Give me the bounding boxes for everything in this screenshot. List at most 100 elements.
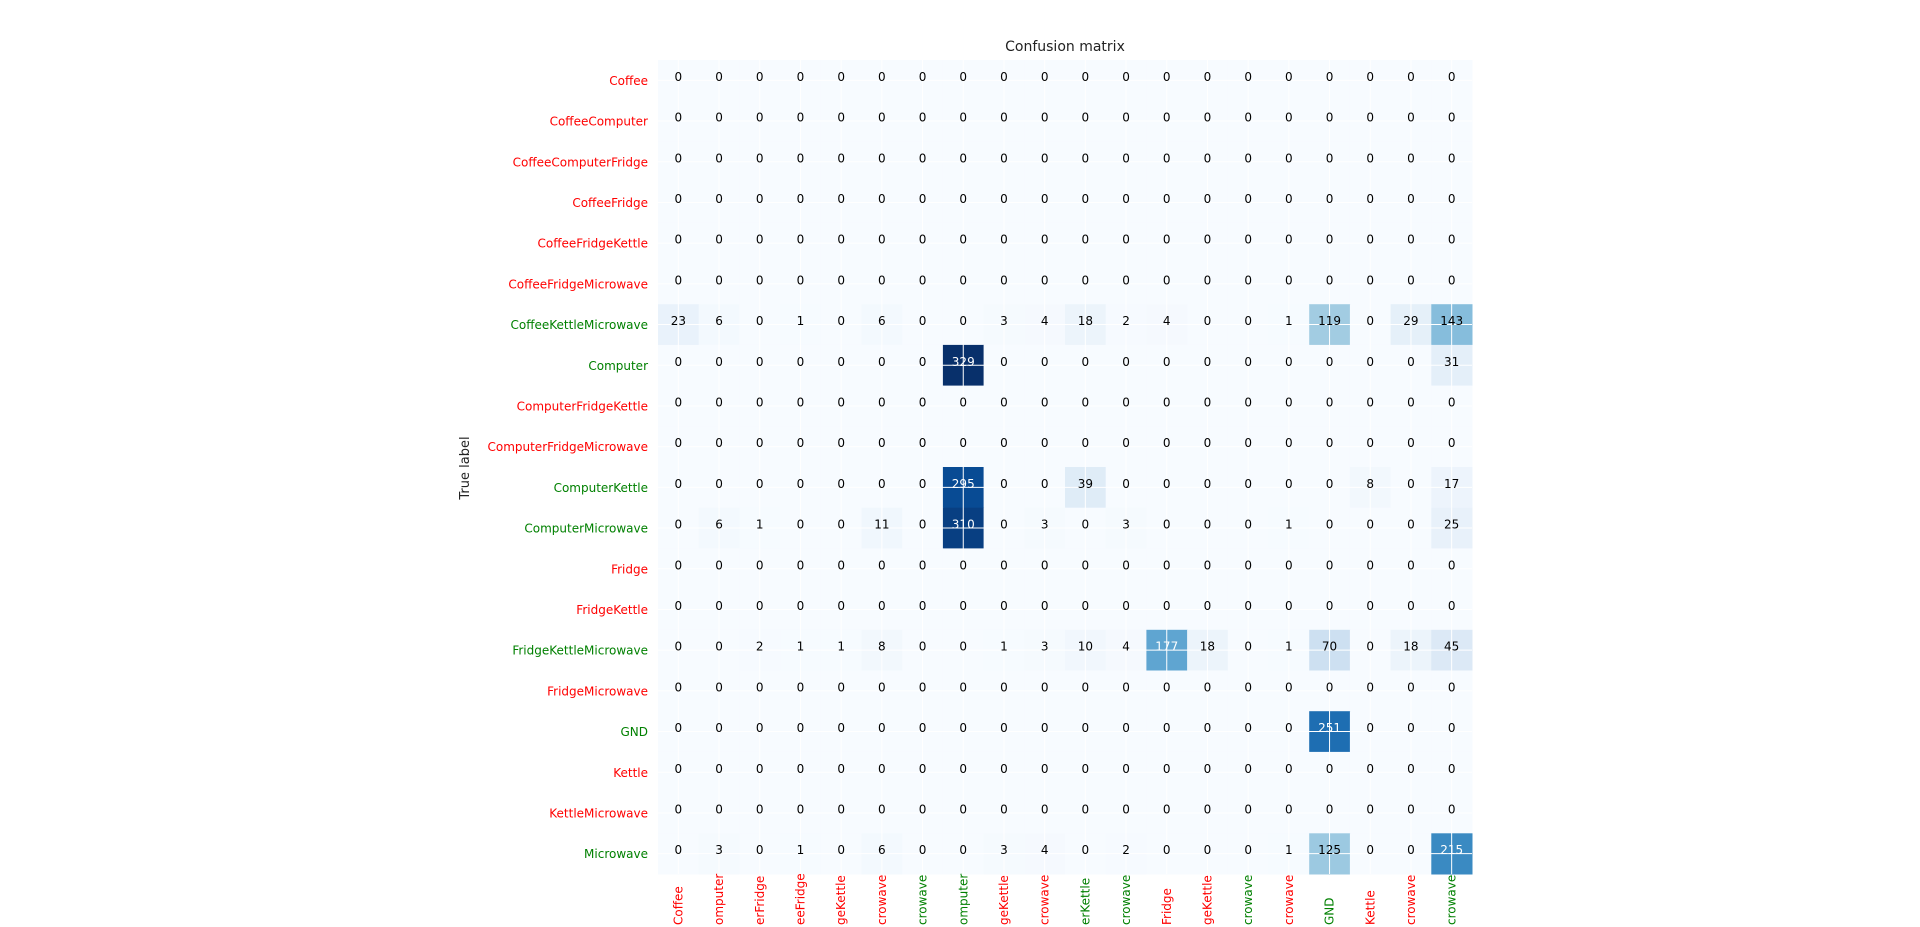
cell-value: 39 xyxy=(1078,477,1093,491)
cell-value: 0 xyxy=(756,273,764,287)
cell-value: 0 xyxy=(1407,151,1415,165)
cell-value: 0 xyxy=(959,680,967,694)
cell-value: 0 xyxy=(1244,843,1252,857)
cell-value: 0 xyxy=(1448,111,1456,125)
cell-value: 119 xyxy=(1318,314,1341,328)
cell-value: 0 xyxy=(1244,599,1252,613)
cell-value: 0 xyxy=(1244,680,1252,694)
cell-value: 0 xyxy=(1244,558,1252,572)
cell-value: 0 xyxy=(1041,802,1049,816)
cell-value: 0 xyxy=(1082,680,1090,694)
cell-value: 8 xyxy=(1366,477,1374,491)
cell-value: 0 xyxy=(1244,70,1252,84)
cell-value: 0 xyxy=(1326,762,1334,776)
cell-value: 0 xyxy=(756,192,764,206)
cell-value: 0 xyxy=(1204,111,1212,125)
cell-value: 0 xyxy=(797,721,805,735)
cell-value: 0 xyxy=(1163,721,1171,735)
cell-value: 0 xyxy=(1244,802,1252,816)
cell-value: 0 xyxy=(1326,233,1334,247)
cell-value: 0 xyxy=(919,558,927,572)
cell-value: 0 xyxy=(1244,151,1252,165)
cell-value: 0 xyxy=(756,843,764,857)
cell-value: 0 xyxy=(715,680,723,694)
cell-value: 0 xyxy=(756,558,764,572)
cell-value: 31 xyxy=(1444,355,1459,369)
cell-value: 0 xyxy=(675,518,683,532)
cell-value: 0 xyxy=(919,843,927,857)
cell-value: 0 xyxy=(1041,151,1049,165)
cell-value: 215 xyxy=(1440,843,1463,857)
cell-value: 0 xyxy=(1326,599,1334,613)
cell-value: 0 xyxy=(1448,599,1456,613)
cell-value: 0 xyxy=(1122,192,1130,206)
cell-value: 0 xyxy=(1244,436,1252,450)
cell-value: 0 xyxy=(1326,192,1334,206)
cell-value: 0 xyxy=(1122,151,1130,165)
row-tick-label: CoffeeFridgeKettle xyxy=(538,237,648,251)
cell-value: 0 xyxy=(797,273,805,287)
cell-value: 0 xyxy=(1204,355,1212,369)
cell-value: 3 xyxy=(1000,314,1008,328)
cell-value: 0 xyxy=(1204,436,1212,450)
cell-value: 4 xyxy=(1122,640,1130,654)
cell-value: 0 xyxy=(797,192,805,206)
cell-value: 0 xyxy=(1244,721,1252,735)
cell-value: 0 xyxy=(1448,70,1456,84)
cell-value: 0 xyxy=(1448,558,1456,572)
cell-value: 0 xyxy=(1204,843,1212,857)
cell-value: 0 xyxy=(1122,680,1130,694)
cell-value: 1 xyxy=(1285,843,1293,857)
cell-value: 2 xyxy=(1122,314,1130,328)
cell-value: 0 xyxy=(756,70,764,84)
cell-value: 0 xyxy=(1285,355,1293,369)
cell-value: 0 xyxy=(715,151,723,165)
cell-value: 0 xyxy=(1366,192,1374,206)
cell-value: 0 xyxy=(675,640,683,654)
cell-value: 6 xyxy=(878,314,886,328)
cell-value: 0 xyxy=(1082,233,1090,247)
cell-value: 0 xyxy=(1082,558,1090,572)
cell-value: 0 xyxy=(919,192,927,206)
cell-value: 0 xyxy=(959,599,967,613)
cell-value: 0 xyxy=(1163,151,1171,165)
cell-value: 0 xyxy=(1082,436,1090,450)
cell-value: 0 xyxy=(715,762,723,776)
cell-value: 0 xyxy=(878,70,886,84)
cell-value: 0 xyxy=(797,477,805,491)
cell-value: 2 xyxy=(756,640,764,654)
cell-value: 0 xyxy=(797,233,805,247)
cell-value: 0 xyxy=(1000,558,1008,572)
column-tick-label: crowave xyxy=(1119,875,1133,925)
cell-value: 0 xyxy=(878,762,886,776)
cell-value: 0 xyxy=(1407,111,1415,125)
cell-value: 0 xyxy=(1000,355,1008,369)
cell-value: 0 xyxy=(797,680,805,694)
cell-value: 0 xyxy=(1285,192,1293,206)
column-tick-label: crowave xyxy=(1282,875,1296,925)
cell-value: 0 xyxy=(837,111,845,125)
cell-value: 0 xyxy=(756,802,764,816)
cell-value: 0 xyxy=(878,599,886,613)
cell-value: 329 xyxy=(952,355,975,369)
cell-value: 0 xyxy=(878,477,886,491)
cell-value: 0 xyxy=(715,111,723,125)
cell-value: 0 xyxy=(1122,721,1130,735)
cell-value: 0 xyxy=(837,151,845,165)
cell-value: 0 xyxy=(1082,395,1090,409)
cell-value: 0 xyxy=(1366,233,1374,247)
cell-value: 0 xyxy=(675,436,683,450)
cell-value: 0 xyxy=(1407,518,1415,532)
cell-value: 0 xyxy=(756,111,764,125)
row-tick-label: ComputerFridgeKettle xyxy=(517,399,648,413)
row-tick-label: Computer xyxy=(588,359,648,373)
cell-value: 4 xyxy=(1041,843,1049,857)
cell-value: 0 xyxy=(1163,111,1171,125)
cell-value: 0 xyxy=(797,436,805,450)
cell-value: 1 xyxy=(837,640,845,654)
cell-value: 0 xyxy=(959,111,967,125)
cell-value: 0 xyxy=(1204,70,1212,84)
cell-value: 3 xyxy=(1041,518,1049,532)
cell-value: 0 xyxy=(675,721,683,735)
cell-value: 0 xyxy=(1244,314,1252,328)
